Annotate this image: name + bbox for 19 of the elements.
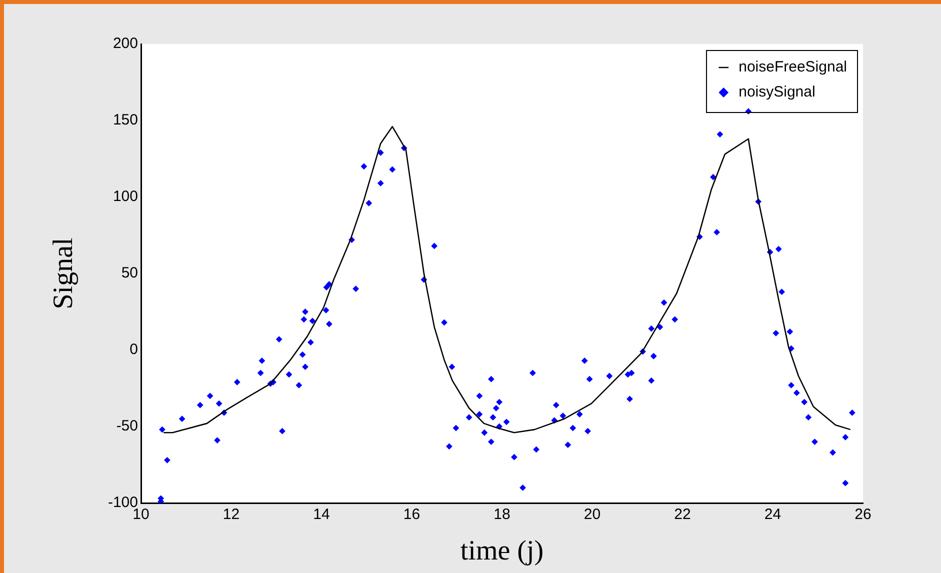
y-tick-label: 0	[130, 341, 138, 358]
y-tick-label: -50	[116, 418, 138, 435]
y-tick-label: 50	[121, 264, 138, 282]
y-tick-label: 100	[112, 188, 138, 206]
x-tick-label: 22	[674, 506, 691, 524]
x-tick-label: 14	[313, 506, 330, 524]
y-tick-label: 150	[112, 112, 138, 129]
x-tick-label: 12	[222, 506, 240, 524]
x-tick-label: 16	[403, 506, 420, 524]
x-tick-label: 24	[764, 506, 782, 524]
legend-label: noisySignal	[738, 84, 816, 101]
x-tick-label: 26	[854, 506, 872, 524]
x-tick-label: 20	[584, 506, 601, 524]
legend-label: noiseFreeSignal	[738, 58, 848, 76]
y-axis-title: Signal	[48, 238, 80, 310]
x-axis-title: time (j)	[460, 536, 544, 567]
x-tick-label: 10	[132, 506, 150, 524]
y-tick-label: 200	[112, 35, 138, 52]
x-tick-label: 18	[494, 506, 510, 524]
